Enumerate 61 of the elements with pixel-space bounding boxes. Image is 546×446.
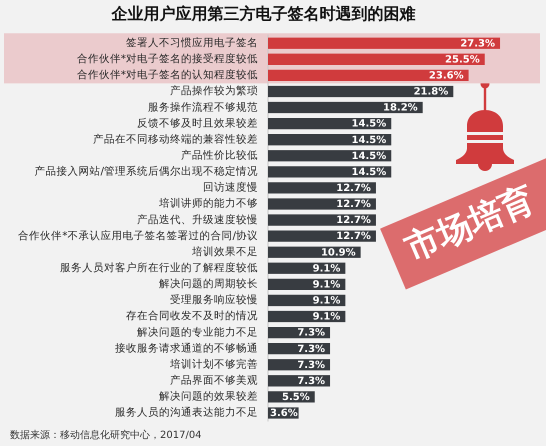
y-tick-label: 产品在不同移动终端的兼容性较差 xyxy=(93,132,258,146)
data-label: 5.5% xyxy=(282,392,310,403)
data-label: 23.6% xyxy=(428,70,464,82)
data-label: 3.6% xyxy=(270,408,298,420)
data-label: 9.1% xyxy=(312,279,340,290)
data-label: 7.3% xyxy=(297,344,326,355)
data-label: 7.3% xyxy=(297,360,326,371)
y-tick-label: 反馈不够及时且效果较差 xyxy=(137,116,258,130)
y-tick-label: 服务人员对客户所在行业的了解程度较低 xyxy=(60,261,258,274)
chart-title: 企业用户应用第三方电子签名时遇到的困难 xyxy=(110,4,416,23)
data-label: 18.2% xyxy=(382,102,418,114)
y-tick-label: 服务人员的沟通表达能力不足 xyxy=(115,406,258,419)
y-tick-label: 接收服务请求通道的不够畅通 xyxy=(115,341,258,354)
y-tick-label: 受理服务响应较慢 xyxy=(170,293,258,306)
data-label: 7.3% xyxy=(297,376,326,387)
data-label: 12.7% xyxy=(336,231,371,242)
y-tick-label: 存在合同收发不及时的情况 xyxy=(126,309,258,322)
source-note: 数据来源：移动信息化研究中心，2017/04 xyxy=(10,430,202,442)
data-label: 12.7% xyxy=(336,183,371,194)
y-tick-label: 解决问题的专业能力不足 xyxy=(137,325,258,338)
y-tick-label: 签署人不习惯应用电子签名 xyxy=(126,36,258,49)
data-label: 7.3% xyxy=(297,328,326,339)
bar xyxy=(268,86,454,98)
data-label: 14.5% xyxy=(352,166,386,178)
y-tick-label: 产品操作较为繁琐 xyxy=(170,84,258,98)
y-tick-label: 解决问题的周期较长 xyxy=(159,277,258,290)
annotation: 市场培育 xyxy=(400,179,540,269)
bar xyxy=(268,166,392,178)
y-tick-label: 产品接入网站/管理系统后偶尔出现不稳定情况 xyxy=(34,164,258,178)
y-tick-label: 培训效果不足 xyxy=(191,244,258,258)
y-tick-label: 解决问题的效果较差 xyxy=(159,390,258,403)
data-label: 9.1% xyxy=(312,312,340,323)
data-label: 9.1% xyxy=(312,263,340,274)
y-tick-label: 服务操作流程不够规范 xyxy=(148,100,258,114)
bar xyxy=(268,134,392,146)
y-tick-label: 产品迭代、升级速度较慢 xyxy=(137,212,258,226)
data-label: 14.5% xyxy=(352,118,386,130)
data-label: 21.8% xyxy=(414,86,448,98)
data-label: 12.7% xyxy=(336,215,371,226)
bar xyxy=(268,54,485,65)
y-tick-label: 产品界面不够美观 xyxy=(170,374,258,387)
bar xyxy=(268,262,346,274)
bar xyxy=(268,278,346,290)
data-label: 14.5% xyxy=(352,134,386,146)
data-label: 25.5% xyxy=(445,54,480,66)
data-label: 12.7% xyxy=(336,199,371,210)
bar xyxy=(268,38,500,49)
y-tick-label: 合作伙伴*不承认应用电子签名签署过的合同/协议 xyxy=(18,228,258,242)
bar xyxy=(268,150,392,162)
data-label: 14.5% xyxy=(352,150,386,162)
bar xyxy=(268,230,376,242)
y-tick-label: 培训讲师的能力不够 xyxy=(158,196,258,210)
y-tick-label: 回访速度慢 xyxy=(203,180,258,194)
data-label: 9.1% xyxy=(312,296,340,307)
data-label: 27.3% xyxy=(460,38,496,50)
y-tick-label: 合作伙伴*对电子签名的认知程度较低 xyxy=(76,68,258,82)
bar xyxy=(268,70,469,82)
y-tick-label: 合作伙伴*对电子签名的接受程度较低 xyxy=(76,52,258,66)
data-label: 10.9% xyxy=(320,247,356,258)
y-tick-label: 产品性价比较低 xyxy=(181,148,258,162)
y-tick-label: 培训计划不够完善 xyxy=(169,357,258,370)
